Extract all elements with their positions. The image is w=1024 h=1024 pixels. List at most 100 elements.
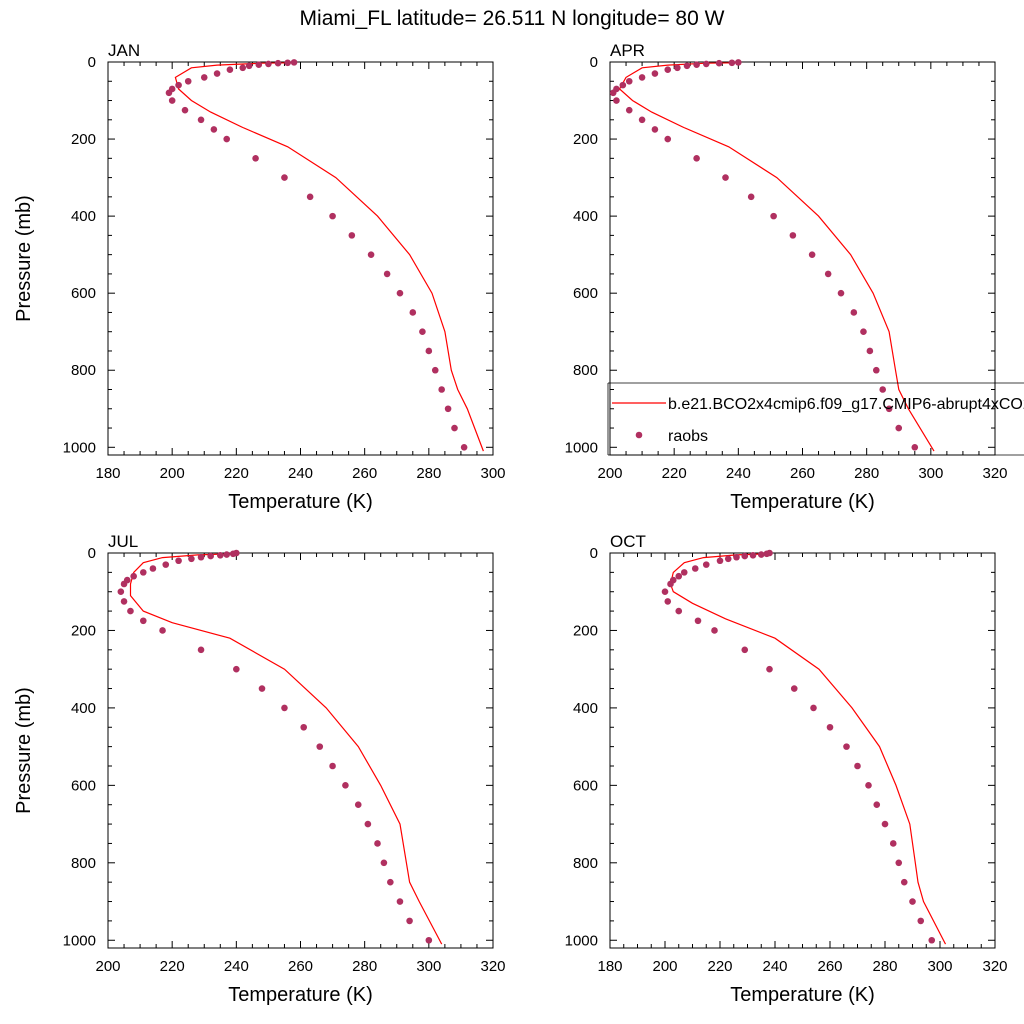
x-tick-label: 240: [224, 958, 249, 975]
raobs-point: [290, 59, 298, 66]
y-tick-label: 0: [88, 54, 96, 71]
x-tick-label: 240: [288, 465, 313, 482]
x-tick-label: 200: [95, 958, 120, 975]
raobs-point: [885, 405, 893, 413]
raobs-point: [854, 762, 861, 770]
raobs-point: [694, 617, 702, 625]
raobs-point: [168, 97, 176, 104]
raobs-point: [675, 607, 683, 615]
panel-label: OCT: [610, 532, 646, 551]
x-tick-label: 200: [652, 958, 677, 975]
raobs-point: [674, 64, 681, 72]
panel-label: APR: [610, 41, 645, 60]
raobs-point: [409, 309, 417, 316]
legend-raobs-label: raobs: [668, 428, 708, 445]
x-tick-label: 280: [416, 465, 441, 482]
raobs-point: [213, 70, 221, 77]
y-tick-label: 400: [71, 208, 96, 225]
y-tick-label: 0: [590, 545, 598, 562]
raobs-point: [265, 60, 272, 68]
x-tick-label: 220: [662, 465, 687, 482]
raobs-point: [281, 704, 288, 712]
raobs-point: [139, 617, 147, 625]
raobs-point: [329, 762, 336, 770]
panel-jul: 200 220 240 260 280 300 320 0 200 400 600 800 1000 JU…: [13, 532, 506, 1006]
raobs-point: [175, 557, 182, 565]
raobs-point: [216, 552, 224, 559]
panel-apr: 200 220 240 260 280 300 320 0 200 400 600 800 1000 AP…: [565, 41, 1008, 513]
raobs-point: [300, 723, 308, 731]
raobs-point: [354, 801, 362, 809]
raobs-point: [425, 347, 433, 355]
y-axis-title: Pressure (mb): [13, 687, 35, 814]
raobs-point: [889, 840, 897, 847]
x-tick-label: 280: [352, 958, 377, 975]
raobs-point: [252, 155, 259, 162]
model-profile-line: [618, 62, 935, 452]
raobs-point: [233, 665, 240, 673]
raobs-point: [165, 89, 173, 97]
raobs-point: [239, 64, 247, 72]
y-tick-label: 400: [71, 700, 96, 717]
x-tick-label: 200: [597, 465, 622, 482]
raobs-point: [722, 174, 729, 181]
legend: b.e21.BCO2x4cmip6.f09_g17.CMIP6-abrupt4x…: [607, 382, 1024, 456]
raobs-point: [255, 61, 263, 68]
raobs-point: [683, 62, 691, 70]
y-tick-label: 200: [71, 131, 96, 148]
y-tick-label: 800: [71, 362, 96, 379]
raobs-point: [188, 555, 195, 563]
raobs-point: [866, 347, 874, 355]
raobs-point: [837, 289, 845, 297]
plot-frame: [609, 552, 996, 949]
raobs-point: [625, 77, 633, 85]
model-profile-line: [669, 553, 947, 945]
raobs-point: [715, 59, 723, 67]
y-tick-label: 800: [71, 855, 96, 872]
raobs-point: [895, 859, 903, 867]
plot-frame: [107, 61, 494, 456]
raobs-point: [625, 106, 633, 114]
raobs-point: [728, 59, 736, 67]
raobs-point: [724, 555, 732, 563]
raobs-point: [197, 646, 205, 654]
raobs-point: [881, 820, 889, 828]
raobs-point: [383, 270, 391, 278]
main-title: Miami_FL latitude= 26.511 N longitude= 8…: [300, 7, 725, 30]
raobs-point: [245, 62, 253, 70]
raobs-point: [872, 366, 880, 374]
raobs-point: [790, 685, 798, 692]
raobs-point: [749, 552, 757, 559]
raobs-point: [431, 366, 439, 374]
raobs-point: [651, 126, 659, 133]
raobs-point: [274, 59, 282, 67]
legend-model-label: b.e21.BCO2x4cmip6.f09_g17.CMIP6-abrupt4x…: [668, 396, 1024, 413]
raobs-point: [149, 565, 157, 572]
raobs-point: [342, 782, 349, 789]
raobs-point: [735, 59, 742, 66]
raobs-point: [181, 106, 189, 114]
raobs-point: [281, 174, 288, 181]
y-tick-label: 1000: [565, 932, 598, 949]
raobs-point: [826, 723, 834, 731]
plot-frame: [107, 552, 494, 949]
panels: 180 200 220 240 260 280 300 0 200 400 600 800 1000 JA…: [13, 41, 1024, 1006]
x-tick-label: 220: [224, 465, 249, 482]
raobs-point: [387, 878, 394, 886]
raobs-point: [223, 551, 231, 558]
panel-label: JUL: [108, 532, 138, 551]
y-tick-label: 200: [573, 131, 598, 148]
y-tick-label: 800: [573, 855, 598, 872]
y-tick-label: 0: [88, 545, 96, 562]
raobs-point: [306, 193, 314, 201]
raobs-point: [747, 193, 755, 201]
raobs-point: [843, 743, 850, 750]
raobs-point: [911, 443, 919, 451]
raobs-point: [117, 588, 125, 596]
y-tick-label: 800: [573, 362, 598, 379]
model-profile-line: [174, 62, 484, 452]
x-tick-label: 300: [918, 465, 943, 482]
raobs-point: [613, 97, 620, 104]
raobs-point: [316, 743, 324, 750]
